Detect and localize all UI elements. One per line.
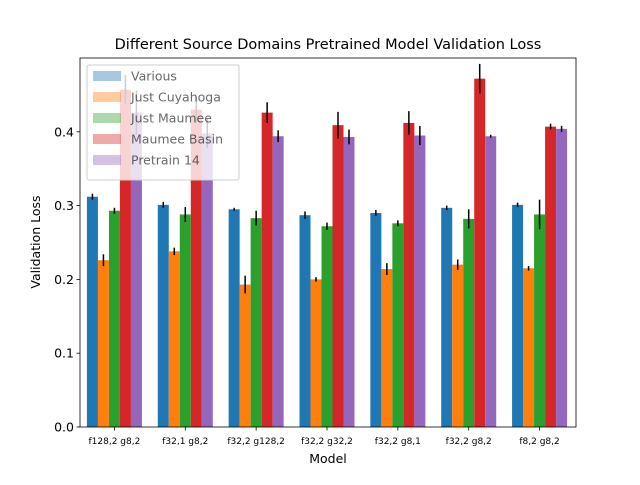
legend-label: Maumee Basin: [131, 132, 223, 147]
legend-swatch: [93, 134, 121, 144]
legend-frame: [86, 64, 240, 181]
bar: [414, 135, 426, 428]
bar: [239, 284, 251, 427]
legend-label: Various: [131, 69, 177, 84]
bar: [321, 226, 333, 427]
axes-frame: [79, 57, 577, 428]
legend-label: Just Cuyahoga: [130, 90, 221, 105]
bar: [108, 210, 120, 427]
bar: [261, 112, 273, 427]
bar: [119, 89, 131, 427]
legend-swatch: [93, 155, 121, 165]
bar: [86, 196, 98, 427]
y-axis-label: Validation Loss: [28, 195, 43, 288]
bar: [130, 112, 142, 427]
y-tick-label: 0.1: [54, 346, 74, 361]
legend: Various Just Cuyahoga Just Maumee Maumee Ba…: [86, 64, 240, 181]
bar: [370, 212, 382, 427]
chart-title: Different Source Domains Pretrained Mode…: [115, 37, 542, 53]
bar: [201, 133, 213, 427]
bar: [157, 204, 169, 427]
x-tick-label: f8,2 g8,2: [519, 437, 559, 447]
plot-area: [79, 57, 577, 428]
x-tick-label: f32,2 g32,2: [301, 437, 353, 447]
x-tick-label: f32,2 g128,2: [227, 437, 285, 447]
bar: [556, 128, 568, 427]
bar: [474, 78, 486, 427]
bar: [463, 218, 475, 427]
legend-label: Just Maumee: [130, 111, 212, 126]
legend-swatch: [93, 92, 121, 102]
x-tick-label: f32,2 g8,1: [375, 437, 421, 447]
bar: [523, 268, 535, 427]
bar: [512, 204, 524, 427]
bar: [310, 279, 322, 427]
bar: [97, 260, 109, 427]
bar: [190, 109, 202, 427]
bar: [179, 214, 191, 427]
legend-swatch: [93, 113, 121, 123]
bar: [392, 223, 404, 427]
bar: [343, 136, 355, 427]
bar: [381, 269, 393, 427]
x-axis: f128,2 g8,2 f32,1 g8,2 f32,2 g128,2 f32,2 g…: [89, 427, 560, 447]
bar: [228, 209, 240, 427]
bar: [441, 207, 453, 427]
y-tick-label: 0.3: [54, 198, 74, 213]
bar: [485, 136, 497, 427]
y-tick-label: 0.4: [54, 124, 74, 139]
bar: [168, 251, 180, 427]
x-tick-label: f128,2 g8,2: [89, 437, 141, 447]
x-axis-label: Model: [309, 451, 347, 466]
legend-swatch: [93, 71, 121, 81]
bar: [250, 218, 262, 427]
y-tick-label: 0.2: [54, 272, 74, 287]
bar: [332, 125, 344, 428]
legend-label: Pretrain 14: [131, 153, 200, 168]
x-tick-label: f32,2 g8,2: [446, 437, 492, 447]
bar: [534, 214, 546, 427]
bar: [545, 126, 557, 427]
bar: [403, 122, 415, 427]
y-axis: 0.0 0.1 0.2 0.3 0.4: [54, 124, 80, 435]
bar: [272, 136, 284, 427]
y-tick-label: 0.0: [54, 420, 74, 435]
x-tick-label: f32,1 g8,2: [162, 437, 208, 447]
bar: [452, 264, 464, 427]
bar: [299, 215, 311, 427]
